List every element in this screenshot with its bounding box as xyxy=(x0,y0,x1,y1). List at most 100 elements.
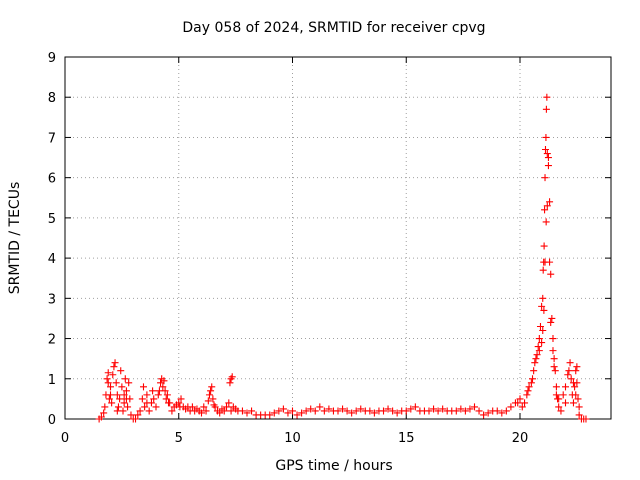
x-tick-label: 10 xyxy=(284,431,301,446)
data-point xyxy=(113,407,121,415)
data-point xyxy=(155,387,163,395)
x-tick-label: 5 xyxy=(175,431,183,446)
data-point xyxy=(289,407,296,415)
data-point xyxy=(539,294,547,302)
data-point xyxy=(127,411,135,419)
data-point xyxy=(101,403,109,411)
data-point xyxy=(121,375,129,383)
data-point xyxy=(532,355,540,363)
data-point xyxy=(452,407,460,415)
plot-frame xyxy=(64,56,612,420)
data-point xyxy=(549,335,557,343)
data-point xyxy=(138,395,146,403)
data-point xyxy=(544,162,552,170)
data-point xyxy=(339,405,347,413)
y-tick-label: 1 xyxy=(48,373,56,388)
data-point xyxy=(302,407,310,415)
data-point xyxy=(159,383,167,391)
y-tick-label: 4 xyxy=(48,252,56,267)
axis-ticks: 0 5 10 15 20 0 1 2 3 4 5 6 7 8 9 xyxy=(48,51,611,446)
data-point xyxy=(562,399,569,407)
data-point xyxy=(555,403,563,411)
data-point xyxy=(552,391,560,399)
data-point xyxy=(111,359,119,367)
data-point xyxy=(124,403,132,411)
data-point xyxy=(546,258,554,266)
y-tick-label: 6 xyxy=(48,172,56,187)
data-point xyxy=(248,407,256,415)
data-point xyxy=(104,369,112,377)
data-point xyxy=(425,407,433,415)
data-point xyxy=(507,403,515,411)
data-point xyxy=(493,407,501,415)
data-point xyxy=(343,407,351,415)
data-point xyxy=(582,415,590,423)
data-point xyxy=(109,371,117,379)
data-point xyxy=(298,409,306,417)
y-tick-label: 7 xyxy=(48,131,56,146)
data-point xyxy=(103,375,111,383)
data-point xyxy=(536,322,544,330)
data-point xyxy=(150,395,158,403)
data-point xyxy=(134,411,142,419)
data-point xyxy=(136,407,144,415)
data-points xyxy=(95,93,590,423)
y-axis-label: SRMTID / TECUs xyxy=(7,182,23,295)
data-point xyxy=(559,391,567,399)
data-point xyxy=(120,399,128,407)
data-point xyxy=(293,411,301,419)
data-point xyxy=(547,270,555,278)
data-point xyxy=(204,397,212,405)
data-point xyxy=(284,409,292,417)
data-point xyxy=(243,409,251,417)
data-point xyxy=(118,383,126,391)
y-tick-label: 8 xyxy=(48,91,56,106)
data-point xyxy=(228,373,236,381)
data-point xyxy=(575,403,583,411)
data-point xyxy=(574,395,582,403)
data-point xyxy=(279,405,287,413)
data-point xyxy=(132,415,140,423)
data-point xyxy=(145,407,153,415)
data-point xyxy=(227,407,235,415)
data-point xyxy=(542,133,550,141)
data-point xyxy=(307,405,315,413)
data-point xyxy=(370,409,378,417)
data-point xyxy=(107,391,114,399)
data-point xyxy=(163,391,171,399)
data-point xyxy=(220,407,228,415)
data-point xyxy=(549,347,557,355)
data-point xyxy=(357,405,365,413)
data-point xyxy=(430,405,438,413)
data-point xyxy=(543,202,551,210)
data-point xyxy=(571,383,579,391)
y-tick-label: 3 xyxy=(48,292,56,307)
data-point xyxy=(275,407,283,415)
data-point xyxy=(550,363,558,371)
data-point xyxy=(152,403,160,411)
data-point xyxy=(238,407,246,415)
data-point xyxy=(550,355,558,363)
data-point xyxy=(207,387,215,395)
data-point xyxy=(475,407,483,415)
data-point xyxy=(122,395,130,403)
data-point xyxy=(525,383,533,391)
data-point xyxy=(516,395,524,403)
data-point xyxy=(143,391,151,399)
data-point xyxy=(226,379,234,387)
data-point xyxy=(200,403,208,411)
data-point xyxy=(113,391,121,399)
data-point xyxy=(402,407,410,415)
data-point xyxy=(539,266,547,274)
data-point xyxy=(393,409,401,417)
data-point xyxy=(575,411,583,419)
data-point xyxy=(112,379,120,387)
data-point xyxy=(205,391,213,399)
data-point xyxy=(122,387,130,395)
data-point xyxy=(544,154,552,162)
data-point xyxy=(540,242,548,250)
data-point xyxy=(573,363,581,371)
data-point xyxy=(107,383,114,391)
data-point xyxy=(311,407,319,415)
data-point xyxy=(175,399,183,407)
